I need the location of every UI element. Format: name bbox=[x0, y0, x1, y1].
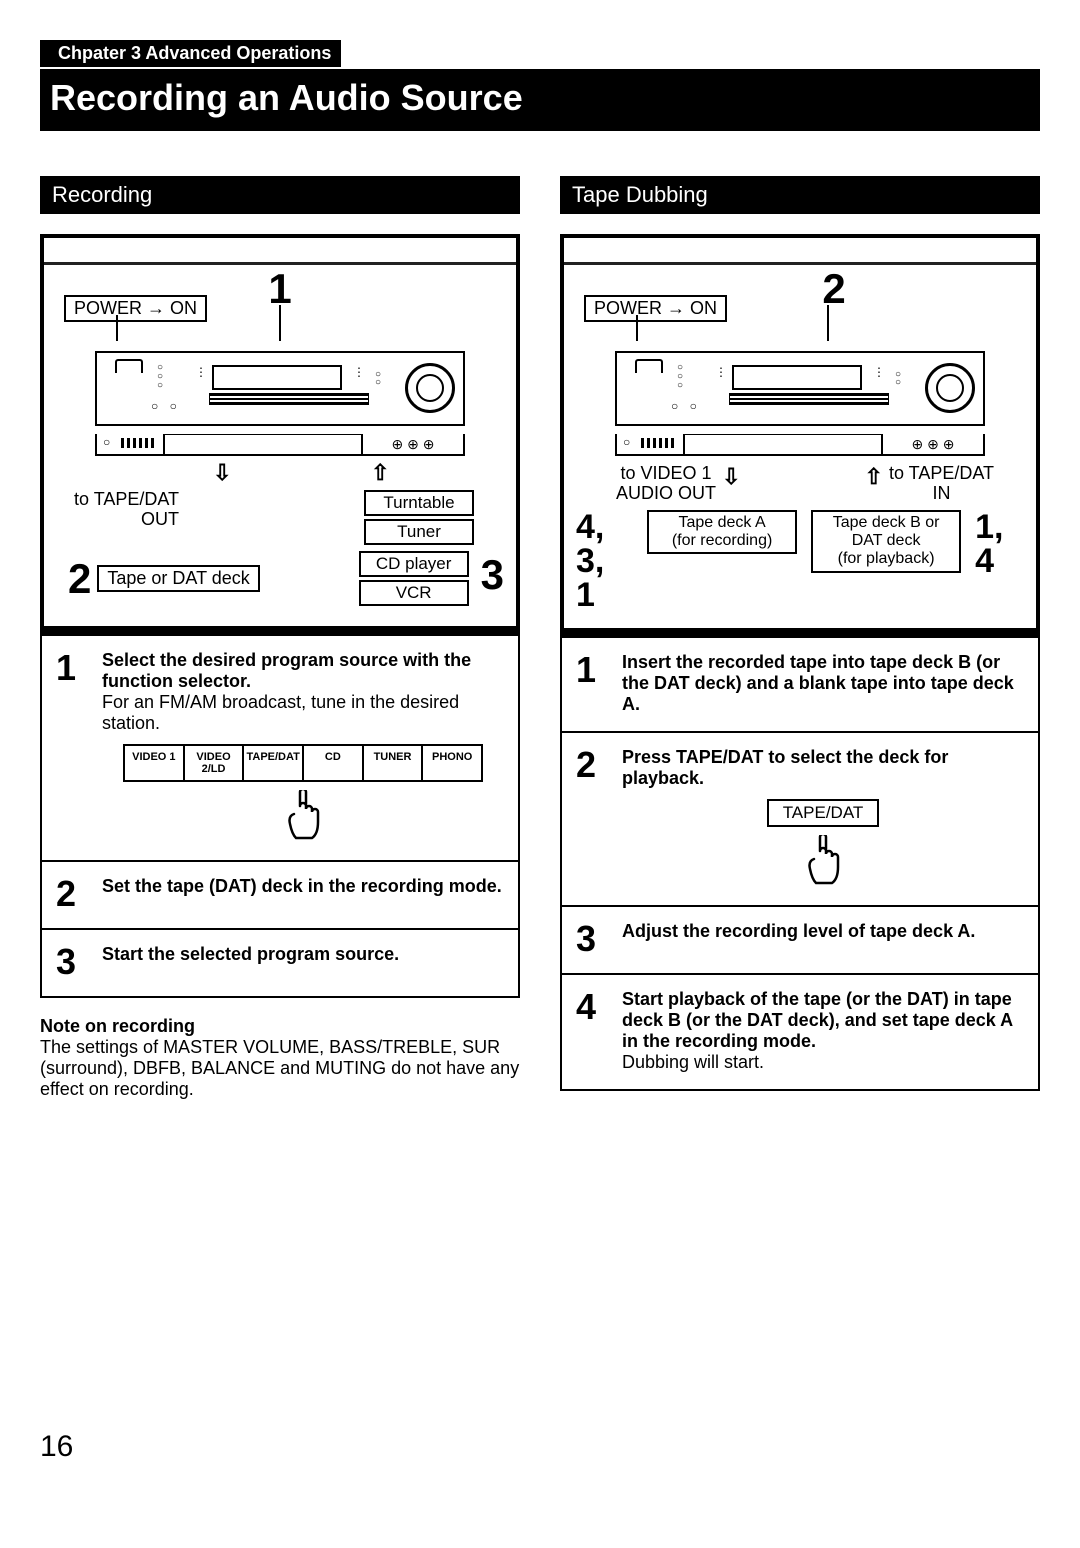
tape-out-label: to TAPE/DAT OUT bbox=[74, 490, 179, 530]
page-title: Recording an Audio Source bbox=[40, 69, 1040, 131]
down-arrow-icon: ⇩ bbox=[722, 464, 740, 489]
function-selector-row: VIDEO 1 VIDEO 2/LD TAPE/DAT CD TUNER PHO… bbox=[123, 744, 483, 782]
receiver-illustration: ○○○ ⋮ ⋮ ○○ ○ ○ bbox=[95, 351, 465, 426]
step-text: Insert the recorded tape into tape deck … bbox=[622, 652, 1014, 714]
tape-in-label: to TAPE/DAT IN bbox=[889, 464, 994, 504]
dubbing-heading: Tape Dubbing bbox=[560, 176, 1040, 214]
step-detail: For an FM/AM broadcast, tune in the desi… bbox=[102, 692, 459, 733]
chapter-label: Chpater 3 Advanced Operations bbox=[40, 40, 341, 67]
step-number: 1 bbox=[576, 652, 604, 715]
step-text: Start playback of the tape (or the DAT) … bbox=[622, 989, 1012, 1051]
page-number: 16 bbox=[40, 1430, 1040, 1464]
receiver-illustration: ○○○ ⋮ ⋮ ○○ ○ ○ bbox=[615, 351, 985, 426]
step-text: Start the selected program source. bbox=[102, 944, 399, 964]
recording-column: Recording 1 POWER → ON ○○○ ⋮ ⋮ ○○ bbox=[40, 176, 520, 1100]
source-tuner: Tuner bbox=[364, 519, 474, 545]
deck-label: Tape or DAT deck bbox=[97, 565, 259, 592]
recording-diagram: 1 POWER → ON ○○○ ⋮ ⋮ ○○ ○ ○ bbox=[40, 234, 520, 630]
source-turntable: Turntable bbox=[364, 490, 474, 516]
step-number: 3 bbox=[576, 921, 604, 957]
step-text: Set the tape (DAT) deck in the recording… bbox=[102, 876, 502, 896]
down-arrow-icon: ⇩ bbox=[213, 460, 231, 486]
step-detail: Dubbing will start. bbox=[622, 1052, 764, 1072]
receiver-bottom-row: ⊕ ⊕ ⊕ bbox=[95, 434, 465, 456]
step-number: 3 bbox=[56, 944, 84, 980]
power-label: POWER → ON bbox=[64, 295, 207, 322]
source-cd: CD player bbox=[359, 551, 469, 577]
up-arrow-icon: ⇧ bbox=[865, 464, 883, 489]
dubbing-column: Tape Dubbing 2 POWER → ON ○○○ ⋮ ⋮ ○○ bbox=[560, 176, 1040, 1100]
step-number: 1 bbox=[56, 650, 84, 844]
recording-steps: 1 Select the desired program source with… bbox=[40, 630, 520, 998]
tape-dat-button: TAPE/DAT bbox=[767, 799, 880, 827]
power-label: POWER → ON bbox=[584, 295, 727, 322]
deck-b-label: Tape deck B or DAT deck (for playback) bbox=[811, 510, 961, 573]
deck-a-label: Tape deck A (for recording) bbox=[647, 510, 797, 555]
receiver-bottom-row: ⊕ ⊕ ⊕ bbox=[615, 434, 985, 456]
pointing-hand-icon bbox=[800, 835, 846, 889]
diagram-callout-right: 1, 4 bbox=[975, 510, 1024, 578]
diagram-callout-2: 2 bbox=[68, 555, 91, 603]
step-text: Select the desired program source with t… bbox=[102, 650, 471, 691]
recording-heading: Recording bbox=[40, 176, 520, 214]
source-vcr: VCR bbox=[359, 580, 469, 606]
step-number: 4 bbox=[576, 989, 604, 1073]
step-number: 2 bbox=[576, 747, 604, 889]
dubbing-steps: 1 Insert the recorded tape into tape dec… bbox=[560, 632, 1040, 1091]
dubbing-diagram: 2 POWER → ON ○○○ ⋮ ⋮ ○○ ○ ○ bbox=[560, 234, 1040, 632]
step-text: Adjust the recording level of tape deck … bbox=[622, 921, 975, 941]
diagram-callout-3: 3 bbox=[481, 551, 504, 599]
diagram-callout-left: 4, 3, 1 bbox=[576, 510, 633, 612]
video-out-label: to VIDEO 1 AUDIO OUT bbox=[616, 464, 716, 504]
recording-note: Note on recording The settings of MASTER… bbox=[40, 1016, 520, 1100]
up-arrow-icon: ⇧ bbox=[371, 460, 389, 486]
step-text: Press TAPE/DAT to select the deck for pl… bbox=[622, 747, 948, 788]
step-number: 2 bbox=[56, 876, 84, 912]
pointing-hand-icon bbox=[280, 790, 326, 844]
